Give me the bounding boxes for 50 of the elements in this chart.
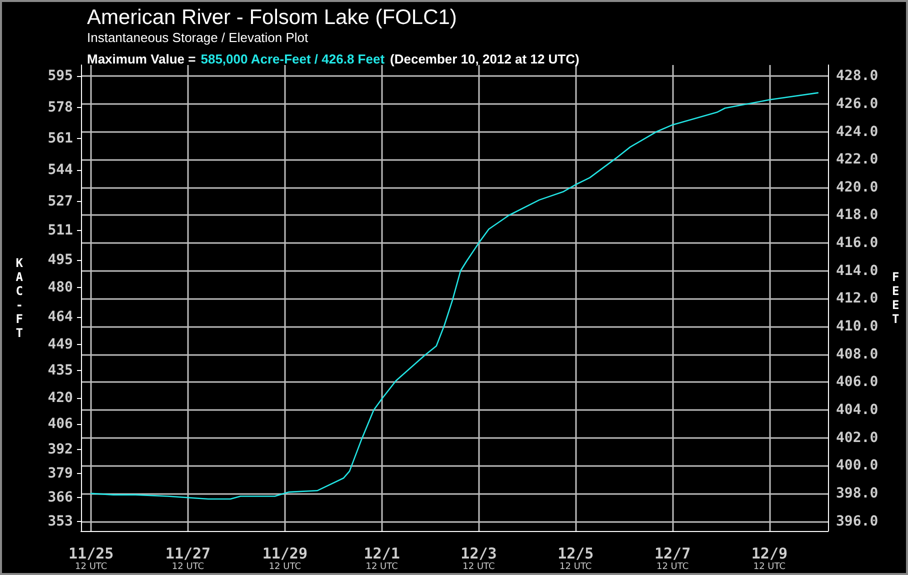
x-tick-label: 11/27 12 UTC xyxy=(165,544,211,572)
y-tick-label: 366 xyxy=(48,489,73,506)
y2-axis-title: FEET xyxy=(892,270,900,326)
y2-tick-label: 418.0 xyxy=(836,207,878,224)
y-tick-label: 561 xyxy=(48,130,73,147)
y2-tick-label: 408.0 xyxy=(836,346,878,362)
x-tick-label: 12/1 12 UTC xyxy=(364,544,400,572)
y2-tick-label: 398.0 xyxy=(836,485,878,502)
x-tick-label: 12/9 12 UTC xyxy=(751,544,788,572)
y-tick-label: 464 xyxy=(48,309,73,326)
y2-tick-label: 406.0 xyxy=(836,374,878,390)
y-tick-label: 379 xyxy=(48,465,73,482)
y-axis-title: KAC-FT xyxy=(16,256,24,340)
y2-tick-label: 424.0 xyxy=(836,124,878,140)
y2-tick-label: 402.0 xyxy=(836,430,878,446)
y2-tick-label: 414.0 xyxy=(836,262,878,279)
y-tick-label: 420 xyxy=(48,390,73,406)
y-tick-label: 527 xyxy=(48,193,73,210)
y-tick-label: 435 xyxy=(48,362,73,378)
annotation: 585,000 Acre-Feet / 426.8 Feet xyxy=(200,52,386,66)
y2-tick-label: 422.0 xyxy=(836,152,878,168)
chart-subtitle: Instantaneous Storage / Elevation Plot xyxy=(87,30,309,45)
chart-title: American River - Folsom Lake (FOLC1) xyxy=(87,6,457,29)
y2-tick-label: 428.0 xyxy=(836,68,878,84)
y-tick-label: 578 xyxy=(48,99,73,116)
y2-tick-label: 396.0 xyxy=(836,513,878,530)
y2-tick-label: 426.0 xyxy=(836,96,878,112)
y-tick-label: 544 xyxy=(48,162,73,178)
y-tick-label: 495 xyxy=(48,252,73,268)
x-tick-label: 12/7 12 UTC xyxy=(654,544,691,572)
y2-tick-label: 412.0 xyxy=(836,290,878,307)
annotation: (December 10, 2012 at 12 UTC) xyxy=(390,52,580,66)
y-tick-label: 449 xyxy=(48,336,73,353)
y-tick-label: 511 xyxy=(48,222,73,239)
annotation: Maximum Value = xyxy=(87,52,196,66)
y2-tick-label: 400.0 xyxy=(836,458,878,474)
y-tick-label: 353 xyxy=(48,513,73,530)
x-tick-label: 11/29 12 UTC xyxy=(262,544,308,572)
y-tick-label: 392 xyxy=(48,442,73,458)
line-series xyxy=(90,92,819,500)
x-tick-label: 12/5 12 UTC xyxy=(558,544,594,572)
y-tick-label: 595 xyxy=(48,68,73,84)
x-tick-label: 12/3 12 UTC xyxy=(460,544,497,572)
y-tick-label: 406 xyxy=(48,416,73,432)
y2-tick-label: 404.0 xyxy=(836,402,878,418)
y2-tick-label: 416.0 xyxy=(836,235,878,252)
y2-tick-label: 420.0 xyxy=(836,179,878,196)
x-tick-label: 11/25 12 UTC xyxy=(68,544,114,572)
y2-tick-label: 410.0 xyxy=(836,318,878,335)
y-tick-label: 480 xyxy=(48,280,73,296)
